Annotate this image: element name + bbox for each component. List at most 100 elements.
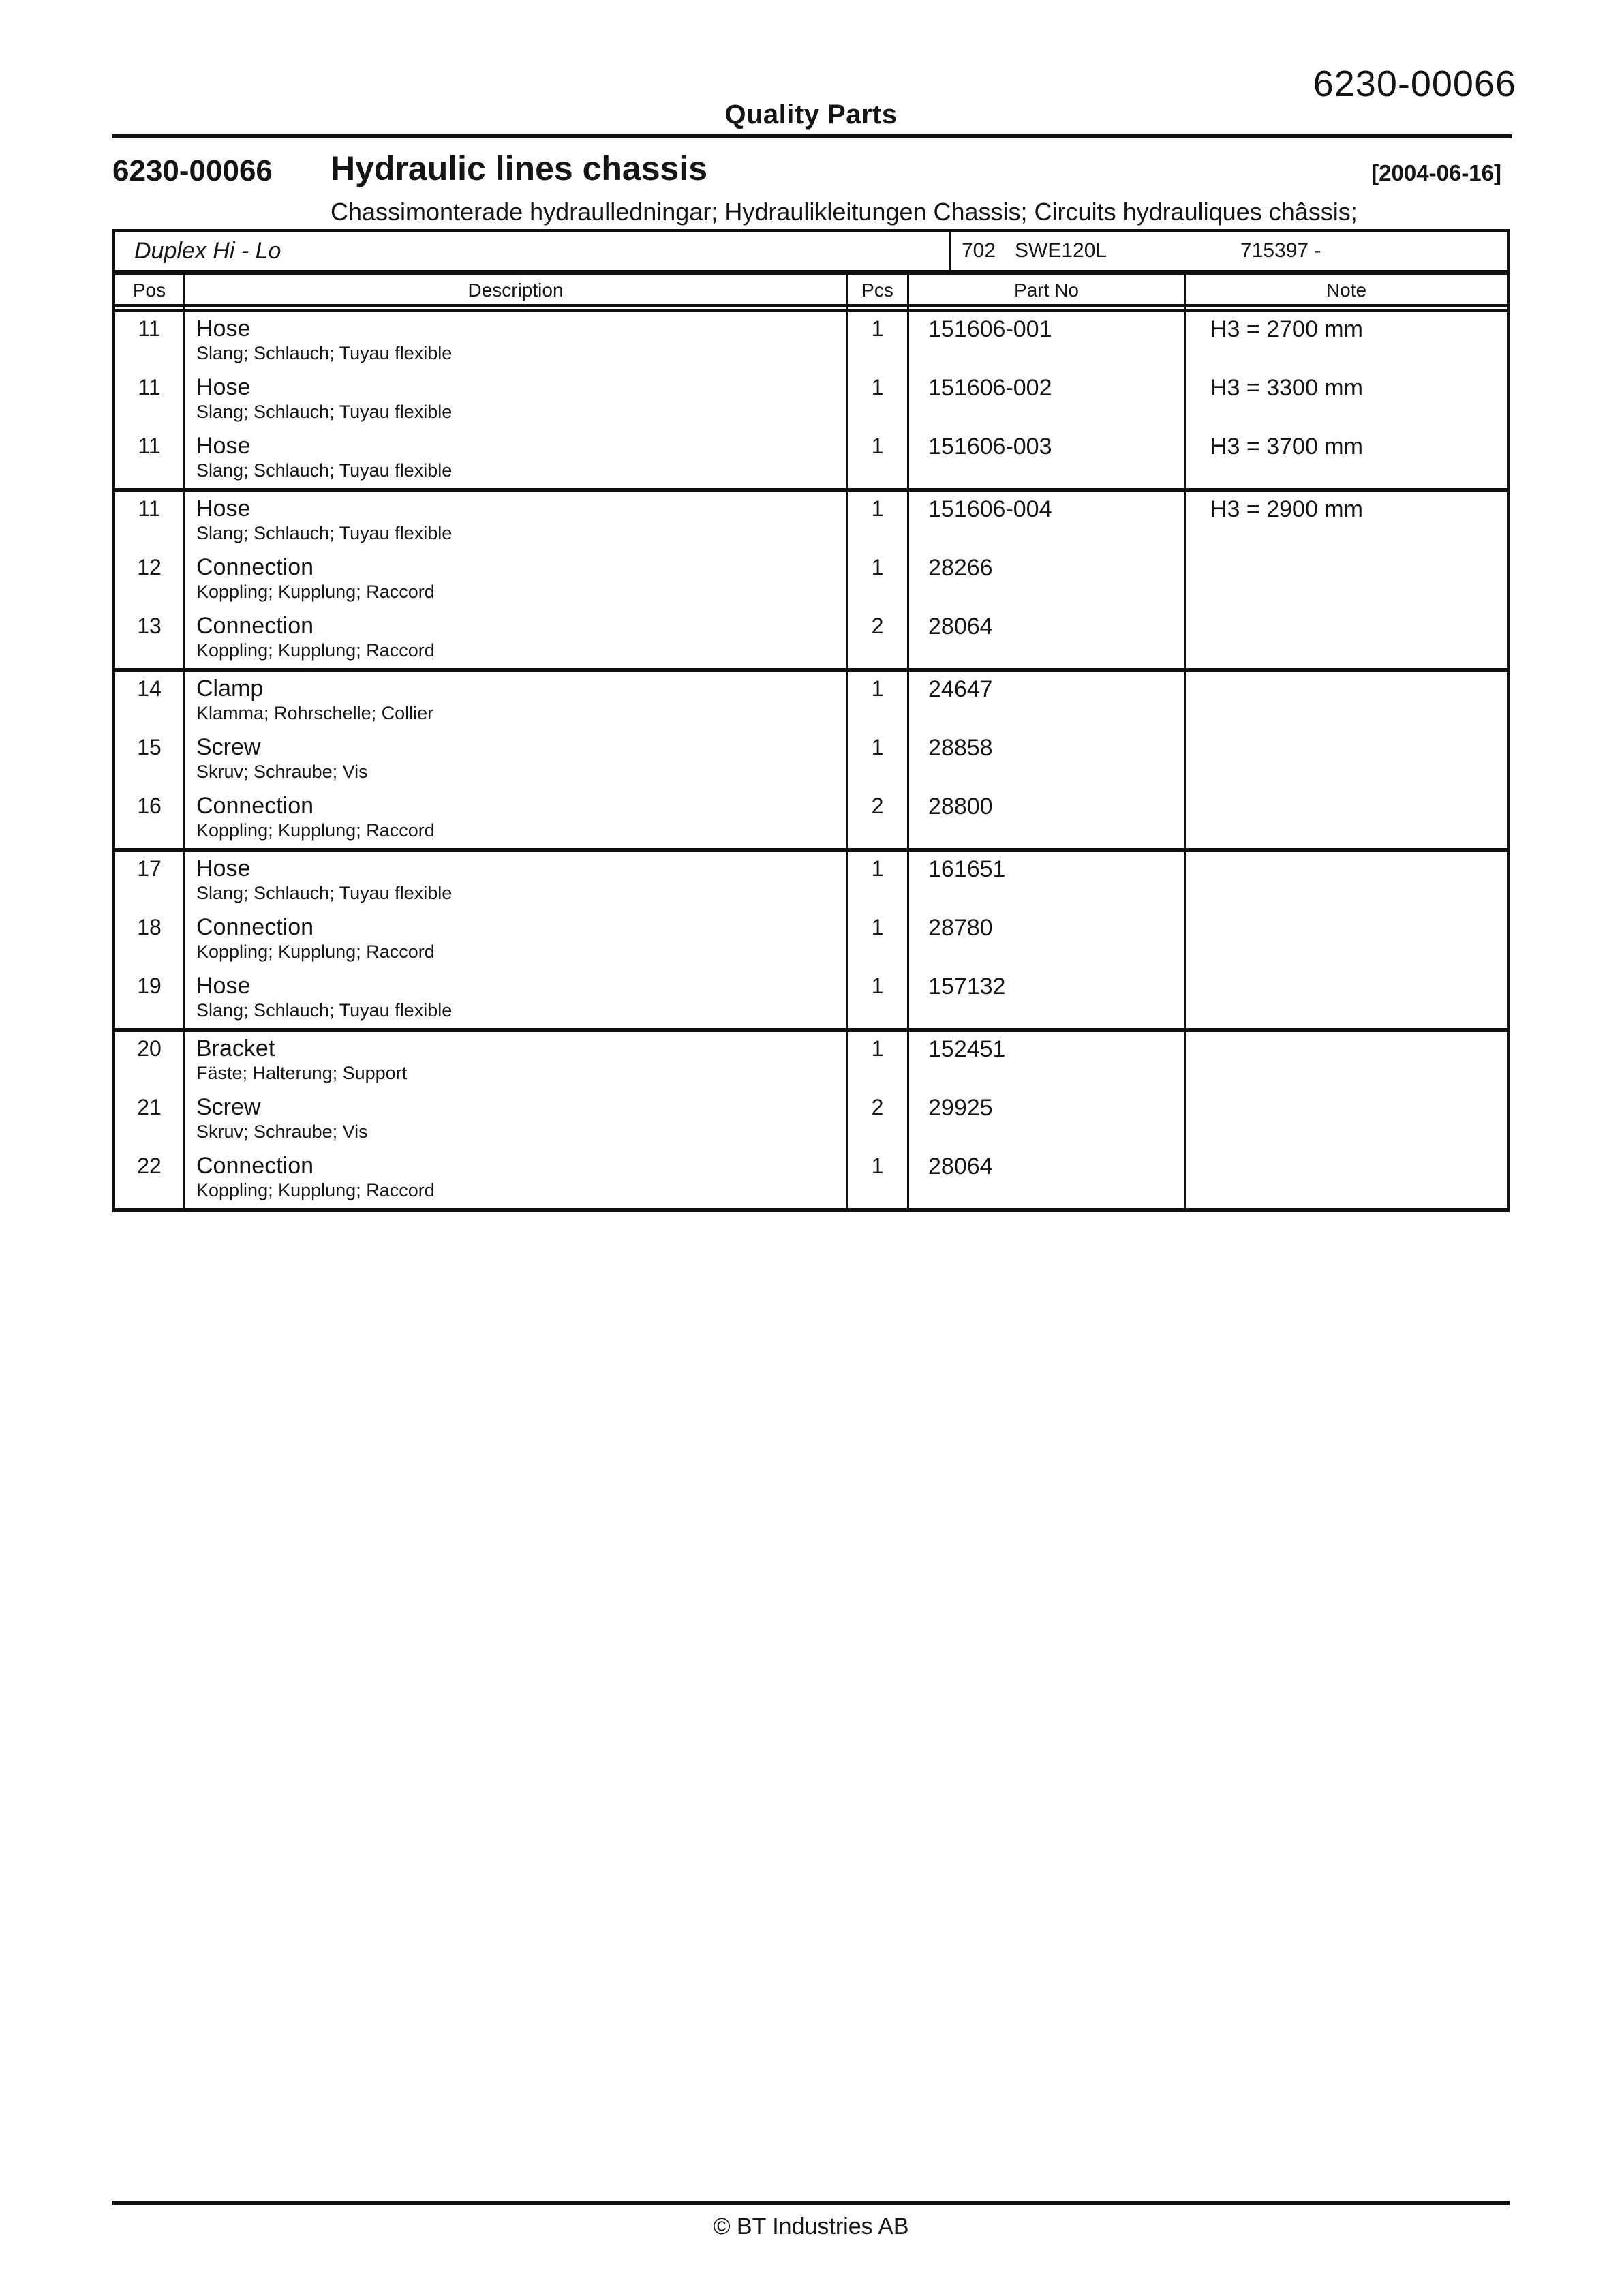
cell-description: Hose Slang; Schlauch; Tuyau flexible — [183, 429, 846, 488]
cell-note: H3 = 2900 mm — [1184, 492, 1507, 551]
cell-pos: 11 — [138, 375, 161, 399]
cell-description: Connection Koppling; Kupplung; Raccord — [183, 789, 846, 848]
table-row: 15 Screw Skruv; Schraube; Vis 1 28858 — [115, 731, 1507, 789]
part-name: Connection — [196, 554, 314, 580]
part-name-translations: Koppling; Kupplung; Raccord — [196, 941, 435, 962]
cell-pcs: 1 — [846, 429, 907, 488]
model-info-row: Duplex Hi - Lo 702 SWE120L 715397 - — [115, 232, 1507, 275]
part-name: Connection — [196, 613, 314, 639]
part-name-translations: Fäste; Halterung; Support — [196, 1063, 408, 1083]
cell-description: Screw Skruv; Schraube; Vis — [183, 1091, 846, 1149]
cell-part-no: 28064 — [907, 1149, 1184, 1208]
cell-pcs: 1 — [846, 1032, 907, 1091]
cell-part-no: 28266 — [907, 551, 1184, 609]
type-code: 702 — [962, 239, 996, 262]
cell-pos: 12 — [137, 555, 162, 579]
part-name: Screw — [196, 1094, 261, 1120]
cell-note — [1184, 1149, 1507, 1208]
part-name: Hose — [196, 374, 251, 400]
cell-part-no: 24647 — [907, 672, 1184, 731]
cell-description: Connection Koppling; Kupplung; Raccord — [183, 911, 846, 969]
cell-pos: 18 — [137, 915, 162, 939]
cell-pcs: 1 — [846, 911, 907, 969]
table-row: 18 Connection Koppling; Kupplung; Raccor… — [115, 911, 1507, 969]
cell-part-no: 152451 — [907, 1032, 1184, 1091]
cell-note — [1184, 551, 1507, 609]
figure-code: 6230-00066 — [112, 154, 273, 187]
part-name: Screw — [196, 734, 261, 760]
cell-part-no: 28064 — [907, 609, 1184, 668]
row-group: 11 Hose Slang; Schlauch; Tuyau flexible … — [115, 312, 1507, 488]
table-row: 11 Hose Slang; Schlauch; Tuyau flexible … — [115, 429, 1507, 488]
part-name-translations: Slang; Schlauch; Tuyau flexible — [196, 1000, 453, 1021]
cell-description: Hose Slang; Schlauch; Tuyau flexible — [183, 492, 846, 551]
part-name: Hose — [196, 433, 251, 459]
part-name-translations: Koppling; Kupplung; Raccord — [196, 820, 435, 841]
cell-note — [1184, 1091, 1507, 1149]
col-header-pcs: Pcs — [846, 275, 907, 304]
header-double-rule — [115, 307, 1507, 312]
cell-note — [1184, 731, 1507, 789]
cell-pos: 11 — [138, 316, 161, 341]
cell-pos: 11 — [138, 496, 161, 521]
table-row: 19 Hose Slang; Schlauch; Tuyau flexible … — [115, 969, 1507, 1028]
cell-pos: 11 — [138, 434, 161, 458]
footer-rule — [112, 2201, 1510, 2205]
cell-pos: 19 — [137, 973, 162, 998]
cell-pcs: 1 — [846, 731, 907, 789]
cell-part-no: 29925 — [907, 1091, 1184, 1149]
cell-pos: 14 — [137, 676, 162, 701]
cell-part-no: 28800 — [907, 789, 1184, 848]
cell-pcs: 1 — [846, 1149, 907, 1208]
table-row: 17 Hose Slang; Schlauch; Tuyau flexible … — [115, 852, 1507, 911]
table-row: 20 Bracket Fäste; Halterung; Support 1 1… — [115, 1032, 1507, 1091]
cell-pcs: 2 — [846, 1091, 907, 1149]
cell-note — [1184, 672, 1507, 731]
part-name: Connection — [196, 793, 314, 819]
table-row: 14 Clamp Klamma; Rohrschelle; Collier 1 … — [115, 672, 1507, 731]
cell-pos: 13 — [137, 614, 162, 638]
cell-part-no: 28780 — [907, 911, 1184, 969]
model-codes: 702 SWE120L 715397 - — [951, 232, 1507, 270]
cell-description: Hose Slang; Schlauch; Tuyau flexible — [183, 969, 846, 1028]
footer-copyright: © BT Industries AB — [713, 2214, 909, 2239]
part-name: Connection — [196, 914, 314, 940]
cell-note — [1184, 911, 1507, 969]
row-group: 14 Clamp Klamma; Rohrschelle; Collier 1 … — [115, 668, 1507, 848]
cell-pcs: 1 — [846, 852, 907, 911]
cell-pcs: 1 — [846, 672, 907, 731]
col-header-pos: Pos — [132, 280, 166, 301]
row-group: 20 Bracket Fäste; Halterung; Support 1 1… — [115, 1028, 1507, 1208]
table-row: 11 Hose Slang; Schlauch; Tuyau flexible … — [115, 492, 1507, 551]
cell-part-no: 151606-002 — [907, 371, 1184, 429]
cell-part-no: 151606-004 — [907, 492, 1184, 551]
cell-pcs: 2 — [846, 789, 907, 848]
cell-description: Screw Skruv; Schraube; Vis — [183, 731, 846, 789]
cell-pos: 22 — [137, 1153, 162, 1178]
part-name: Hose — [196, 316, 251, 342]
cell-pos: 20 — [137, 1036, 162, 1061]
part-name-translations: Skruv; Schraube; Vis — [196, 1121, 368, 1142]
cell-pcs: 1 — [846, 371, 907, 429]
cell-note — [1184, 852, 1507, 911]
cell-pcs: 1 — [846, 969, 907, 1028]
cell-pos: 15 — [137, 735, 162, 759]
parts-table: Duplex Hi - Lo 702 SWE120L 715397 - Pos … — [112, 229, 1510, 1212]
model-code: SWE120L — [1015, 239, 1107, 262]
col-header-note: Note — [1184, 275, 1507, 304]
cell-pcs: 1 — [846, 551, 907, 609]
cell-pcs: 1 — [846, 492, 907, 551]
document-type-label: Quality Parts — [724, 100, 898, 130]
header-rule — [112, 134, 1512, 138]
table-row: 16 Connection Koppling; Kupplung; Raccor… — [115, 789, 1507, 848]
row-group: 11 Hose Slang; Schlauch; Tuyau flexible … — [115, 488, 1507, 668]
table-row: 13 Connection Koppling; Kupplung; Raccor… — [115, 609, 1507, 668]
cell-pcs: 2 — [846, 609, 907, 668]
part-name: Hose — [196, 973, 251, 999]
table-row: 22 Connection Koppling; Kupplung; Raccor… — [115, 1149, 1507, 1208]
part-name-translations: Koppling; Kupplung; Raccord — [196, 1180, 435, 1200]
part-name: Hose — [196, 496, 251, 522]
cell-note: H3 = 3300 mm — [1184, 371, 1507, 429]
col-header-part-no: Part No — [907, 275, 1184, 304]
cell-note: H3 = 2700 mm — [1184, 312, 1507, 371]
